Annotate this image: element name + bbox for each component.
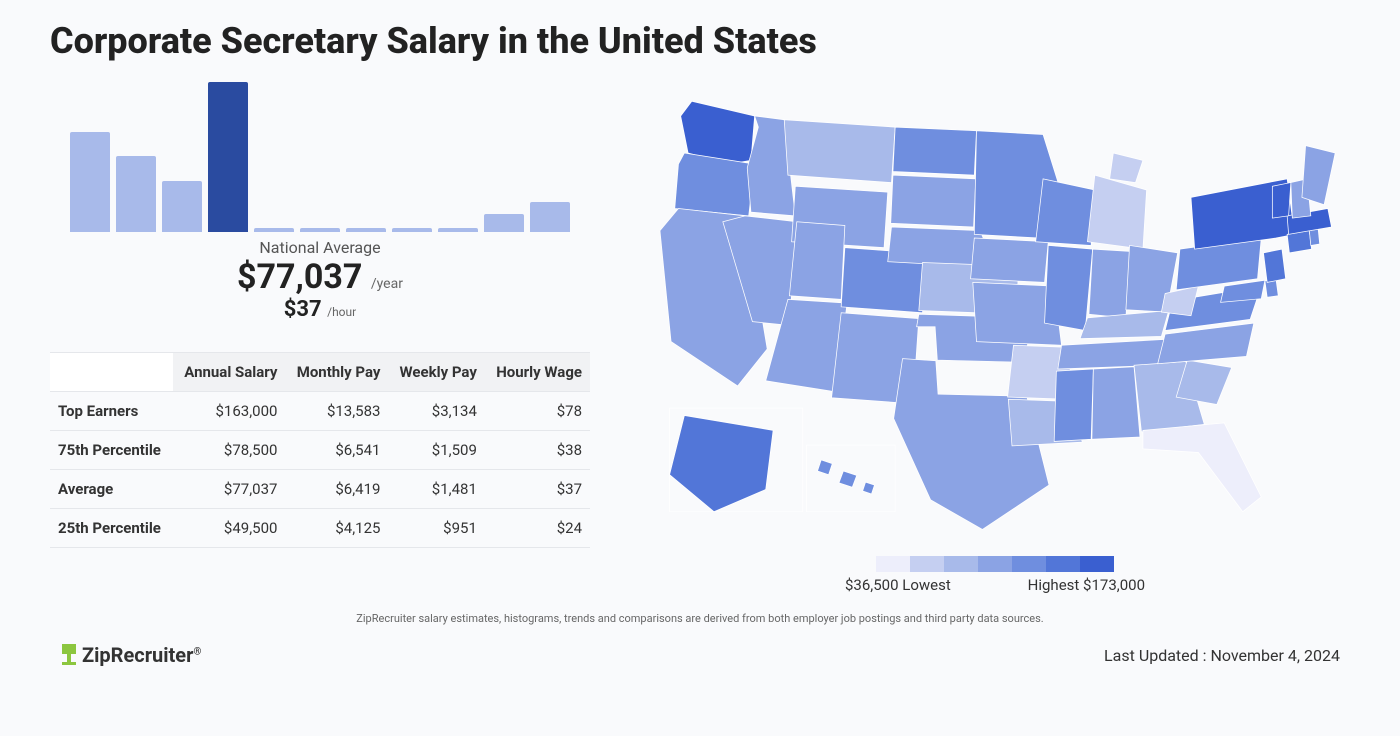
legend-high: Highest $173,000	[1028, 576, 1145, 594]
avg-label: National Average	[50, 238, 590, 257]
legend-swatch	[944, 556, 978, 572]
state-IN[interactable]	[1089, 249, 1130, 318]
chair-icon	[60, 644, 78, 666]
avg-year: $77,037 /year	[50, 257, 590, 297]
avg-hour: $37 /hour	[50, 297, 590, 322]
state-MD[interactable]	[1221, 280, 1265, 302]
avg-year-unit: /year	[371, 276, 403, 292]
state-MI[interactable]	[1087, 153, 1146, 249]
histogram-bar	[116, 156, 156, 233]
state-ND[interactable]	[893, 127, 977, 175]
legend-swatch	[910, 556, 944, 572]
state-OR[interactable]	[675, 153, 755, 216]
salary-histogram	[50, 82, 590, 232]
state-FL[interactable]	[1143, 423, 1261, 512]
state-AK[interactable]	[670, 416, 774, 512]
state-AL[interactable]	[1092, 367, 1140, 439]
state-VT[interactable]	[1272, 183, 1290, 219]
legend-swatch	[876, 556, 910, 572]
last-updated: Last Updated : November 4, 2024	[1104, 646, 1340, 665]
histogram-bar	[438, 228, 478, 233]
histogram-bar	[484, 214, 524, 232]
avg-hour-unit: /hour	[327, 305, 356, 319]
state-SD[interactable]	[891, 175, 976, 227]
avg-hour-value: $37	[284, 297, 322, 322]
histogram-bar	[70, 132, 110, 233]
logo-text: ZipRecruiter	[82, 643, 193, 667]
legend-swatch	[1012, 556, 1046, 572]
state-UT[interactable]	[789, 222, 844, 300]
table-row: Average$77,037$6,419$1,481$37	[50, 470, 590, 509]
legend-swatch	[1080, 556, 1114, 572]
histogram-bar	[346, 228, 386, 233]
state-RI[interactable]	[1309, 229, 1319, 245]
state-NJ[interactable]	[1263, 249, 1285, 282]
page-title: Corporate Secretary Salary in the United…	[50, 20, 1350, 62]
salary-table: Annual SalaryMonthly PayWeekly PayHourly…	[50, 352, 590, 548]
ziprecruiter-logo: ZipRecruiter®	[60, 643, 201, 667]
state-ME[interactable]	[1302, 146, 1335, 205]
table-row: Top Earners$163,000$13,583$3,134$78	[50, 392, 590, 431]
table-header: Annual Salary	[173, 353, 286, 392]
table-header	[50, 353, 173, 392]
state-IA[interactable]	[971, 238, 1049, 282]
legend-low: $36,500 Lowest	[845, 576, 951, 594]
histogram-bar	[300, 228, 340, 233]
histogram-bar	[530, 202, 570, 232]
legend-swatch	[978, 556, 1012, 572]
state-IL[interactable]	[1045, 245, 1093, 330]
table-header: Weekly Pay	[388, 353, 484, 392]
state-MT[interactable]	[784, 120, 895, 183]
state-HI[interactable]	[818, 460, 875, 494]
histogram-bar	[162, 181, 202, 232]
disclaimer: ZipRecruiter salary estimates, histogram…	[50, 612, 1350, 625]
legend-swatch	[1046, 556, 1080, 572]
us-map	[640, 82, 1350, 542]
table-header: Hourly Wage	[485, 353, 590, 392]
map-legend: $36,500 Lowest Highest $173,000	[640, 556, 1350, 594]
state-WI[interactable]	[1036, 179, 1095, 246]
national-average-block: National Average $77,037 /year $37 /hour	[50, 238, 590, 322]
table-header: Monthly Pay	[285, 353, 388, 392]
histogram-bar	[254, 228, 294, 233]
histogram-bar	[208, 82, 248, 232]
histogram-bar	[392, 228, 432, 233]
table-row: 25th Percentile$49,500$4,125$951$24	[50, 509, 590, 548]
table-row: 75th Percentile$78,500$6,541$1,509$38	[50, 431, 590, 470]
avg-year-value: $77,037	[237, 257, 362, 297]
state-MS[interactable]	[1054, 369, 1093, 441]
